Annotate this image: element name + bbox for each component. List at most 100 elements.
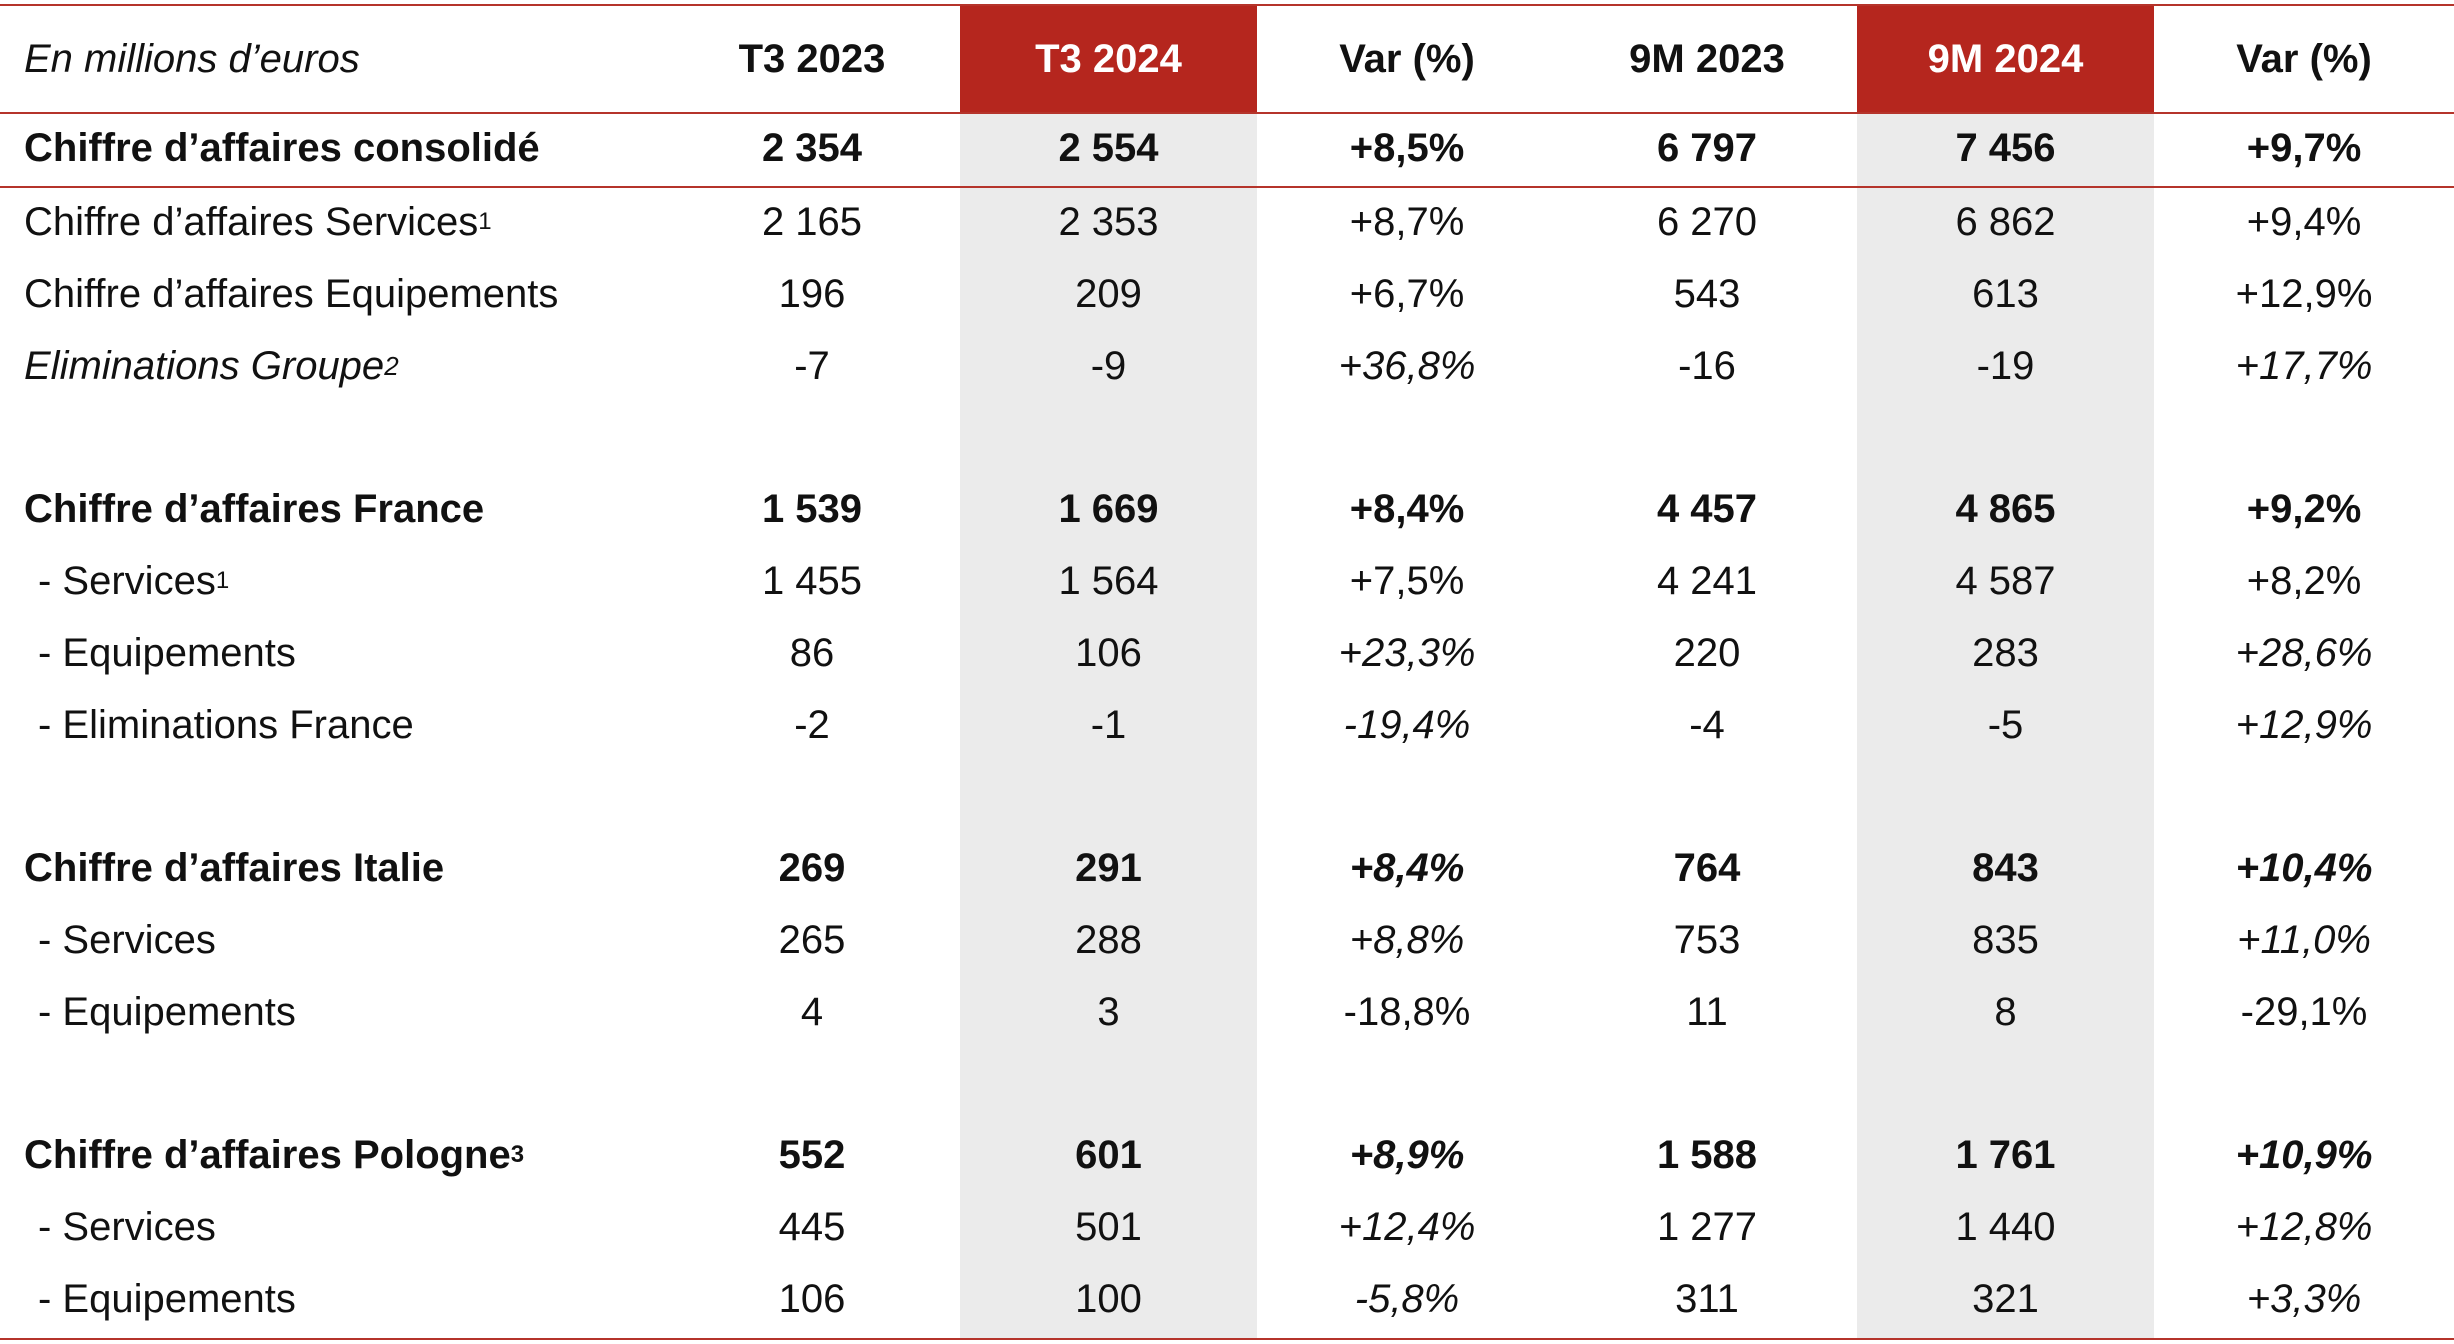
row-label: - Services 1 [38,558,230,603]
cell-9m-2024: 1 440 [1955,1204,2056,1249]
cell-t3-2023: 2 165 [761,199,863,244]
9m-2024-highlight-band [1857,6,2154,1338]
cell-9m-2023: 764 [1673,845,1741,890]
row-label: Chiffre d’affaires consolidé [24,125,540,170]
table-row-france-eliminations: - Eliminations France -2 -1 -19,4% -4 -5… [0,689,2454,761]
table-row-italie-equipements: - Equipements 4 3 -18,8% 11 8 -29,1% [0,976,2454,1048]
cell-var-9m: +9,4% [2246,199,2362,244]
table-header: En millions d’euros T3 2023 T3 2024 Var … [0,6,2454,112]
cell-var-9m: +9,2% [2246,486,2362,531]
top-rule [0,4,2454,6]
cell-9m-2024: 7 456 [1955,125,2056,170]
cell-var-t3: +6,7% [1349,271,1465,316]
cell-9m-2024: 835 [1972,917,2039,962]
cell-t3-2024: -9 [1090,343,1127,388]
cell-t3-2024: -1 [1090,702,1127,747]
row-label: - Equipements [38,630,296,675]
cell-var-9m: +12,8% [2235,1204,2373,1249]
cell-9m-2023: 11 [1686,989,1728,1034]
col-header-9m-2023: 9M 2023 [1629,36,1785,81]
cell-var-t3: +23,3% [1338,630,1476,675]
table-row-italie: Chiffre d’affaires Italie 269 291 +8,4% … [0,832,2454,904]
col-header-t3-2023: T3 2023 [738,36,886,81]
cell-t3-2023: 2 354 [761,125,863,170]
cell-var-9m: +12,9% [2235,702,2373,747]
cell-9m-2023: 6 797 [1656,125,1758,170]
cell-9m-2024: 4 865 [1955,486,2056,531]
cell-9m-2024: 6 862 [1955,199,2056,244]
cell-t3-2023: 552 [778,1132,846,1177]
table-row-group-services: Chiffre d’affaires Services 1 2 165 2 353… [0,186,2454,258]
cell-var-9m: +12,9% [2235,271,2373,316]
cell-t3-2023: 1 455 [761,558,863,603]
cell-var-t3: +7,5% [1349,558,1465,603]
table-row-pologne: Chiffre d’affaires Pologne 3 552 601 +8,9… [0,1119,2454,1191]
cell-9m-2023: 1 277 [1656,1204,1758,1249]
cell-9m-2023: 220 [1673,630,1741,675]
cell-9m-2024: 843 [1972,845,2039,890]
cell-var-t3: +8,4% [1349,845,1465,890]
cell-t3-2024: 2 353 [1058,199,1159,244]
row-label: Eliminations Groupe 2 [24,343,399,388]
cell-9m-2023: 543 [1673,271,1741,316]
t3-2024-highlight-band [960,6,1257,1338]
cell-var-9m: +3,3% [2246,1276,2362,1321]
cell-t3-2024: 291 [1075,845,1142,890]
cell-var-t3: +8,4% [1349,486,1465,531]
table-row-consolidated: Chiffre d’affaires consolidé 2 354 2 554… [0,112,2454,184]
cell-var-t3: +8,5% [1349,125,1465,170]
cell-var-t3: +8,9% [1349,1132,1465,1177]
cell-var-9m: +10,4% [2235,845,2373,890]
cell-t3-2023: 4 [800,989,824,1034]
cell-t3-2023: 86 [789,630,835,675]
table-row-france-services: - Services 1 1 455 1 564 +7,5% 4 241 4 58… [0,545,2454,617]
cell-9m-2023: -4 [1689,702,1725,747]
row-label: - Equipements [38,989,296,1034]
cell-9m-2023: 311 [1675,1276,1739,1321]
cell-var-9m: +11,0% [2237,917,2371,962]
header-rule [0,112,2454,114]
table-row-france: Chiffre d’affaires France 1 539 1 669 +8… [0,473,2454,545]
table-row-italie-services: - Services 265 288 +8,8% 753 835 +11,0% [0,904,2454,976]
cell-var-t3: +8,7% [1349,199,1465,244]
cell-9m-2023: -16 [1678,343,1736,388]
row-label: Chiffre d’affaires Pologne 3 [24,1132,525,1177]
cell-var-9m: -29,1% [2240,989,2368,1034]
cell-t3-2024: 501 [1075,1204,1142,1249]
cell-9m-2024: -5 [1987,702,2024,747]
cell-var-t3: -5,8% [1354,1276,1460,1321]
col-header-var-9m: Var (%) [2236,36,2372,81]
cell-var-9m: +8,2% [2246,558,2362,603]
cell-9m-2024: 283 [1972,630,2039,675]
table-row-group-equipements: Chiffre d’affaires Equipements 196 209 +… [0,258,2454,330]
cell-var-9m: +17,7% [2235,343,2373,388]
cell-9m-2024: 4 587 [1955,558,2056,603]
cell-t3-2024: 288 [1075,917,1142,962]
col-header-var-t3: Var (%) [1339,36,1475,81]
cell-9m-2023: 4 241 [1656,558,1758,603]
row-label: Chiffre d’affaires France [24,486,485,531]
total-rule [0,186,2454,188]
row-label: Chiffre d’affaires Equipements [24,271,559,316]
cell-t3-2023: 1 539 [761,486,863,531]
cell-t3-2024: 1 564 [1058,558,1159,603]
cell-var-t3: +8,8% [1349,917,1465,962]
cell-t3-2024: 601 [1075,1132,1142,1177]
cell-t3-2023: -2 [794,702,830,747]
cell-t3-2023: 269 [778,845,846,890]
cell-var-9m: +9,7% [2246,125,2362,170]
cell-var-t3: +36,8% [1338,343,1476,388]
cell-t3-2024: 100 [1075,1276,1142,1321]
col-header-9m-2024: 9M 2024 [1857,6,2154,112]
cell-var-t3: -18,8% [1343,989,1471,1034]
bottom-rule [0,1338,2454,1340]
table-row-pologne-equipements: - Equipements 106 100 -5,8% 311 321 +3,3… [0,1263,2454,1335]
row-label: Chiffre d’affaires Services 1 [24,199,492,244]
cell-t3-2024: 2 554 [1058,125,1159,170]
cell-t3-2023: 445 [778,1204,846,1249]
cell-t3-2024: 209 [1075,271,1142,316]
cell-t3-2024: 1 669 [1058,486,1159,531]
cell-var-t3: +12,4% [1338,1204,1476,1249]
row-label: - Services [38,917,216,962]
cell-9m-2024: 8 [1994,989,2017,1034]
